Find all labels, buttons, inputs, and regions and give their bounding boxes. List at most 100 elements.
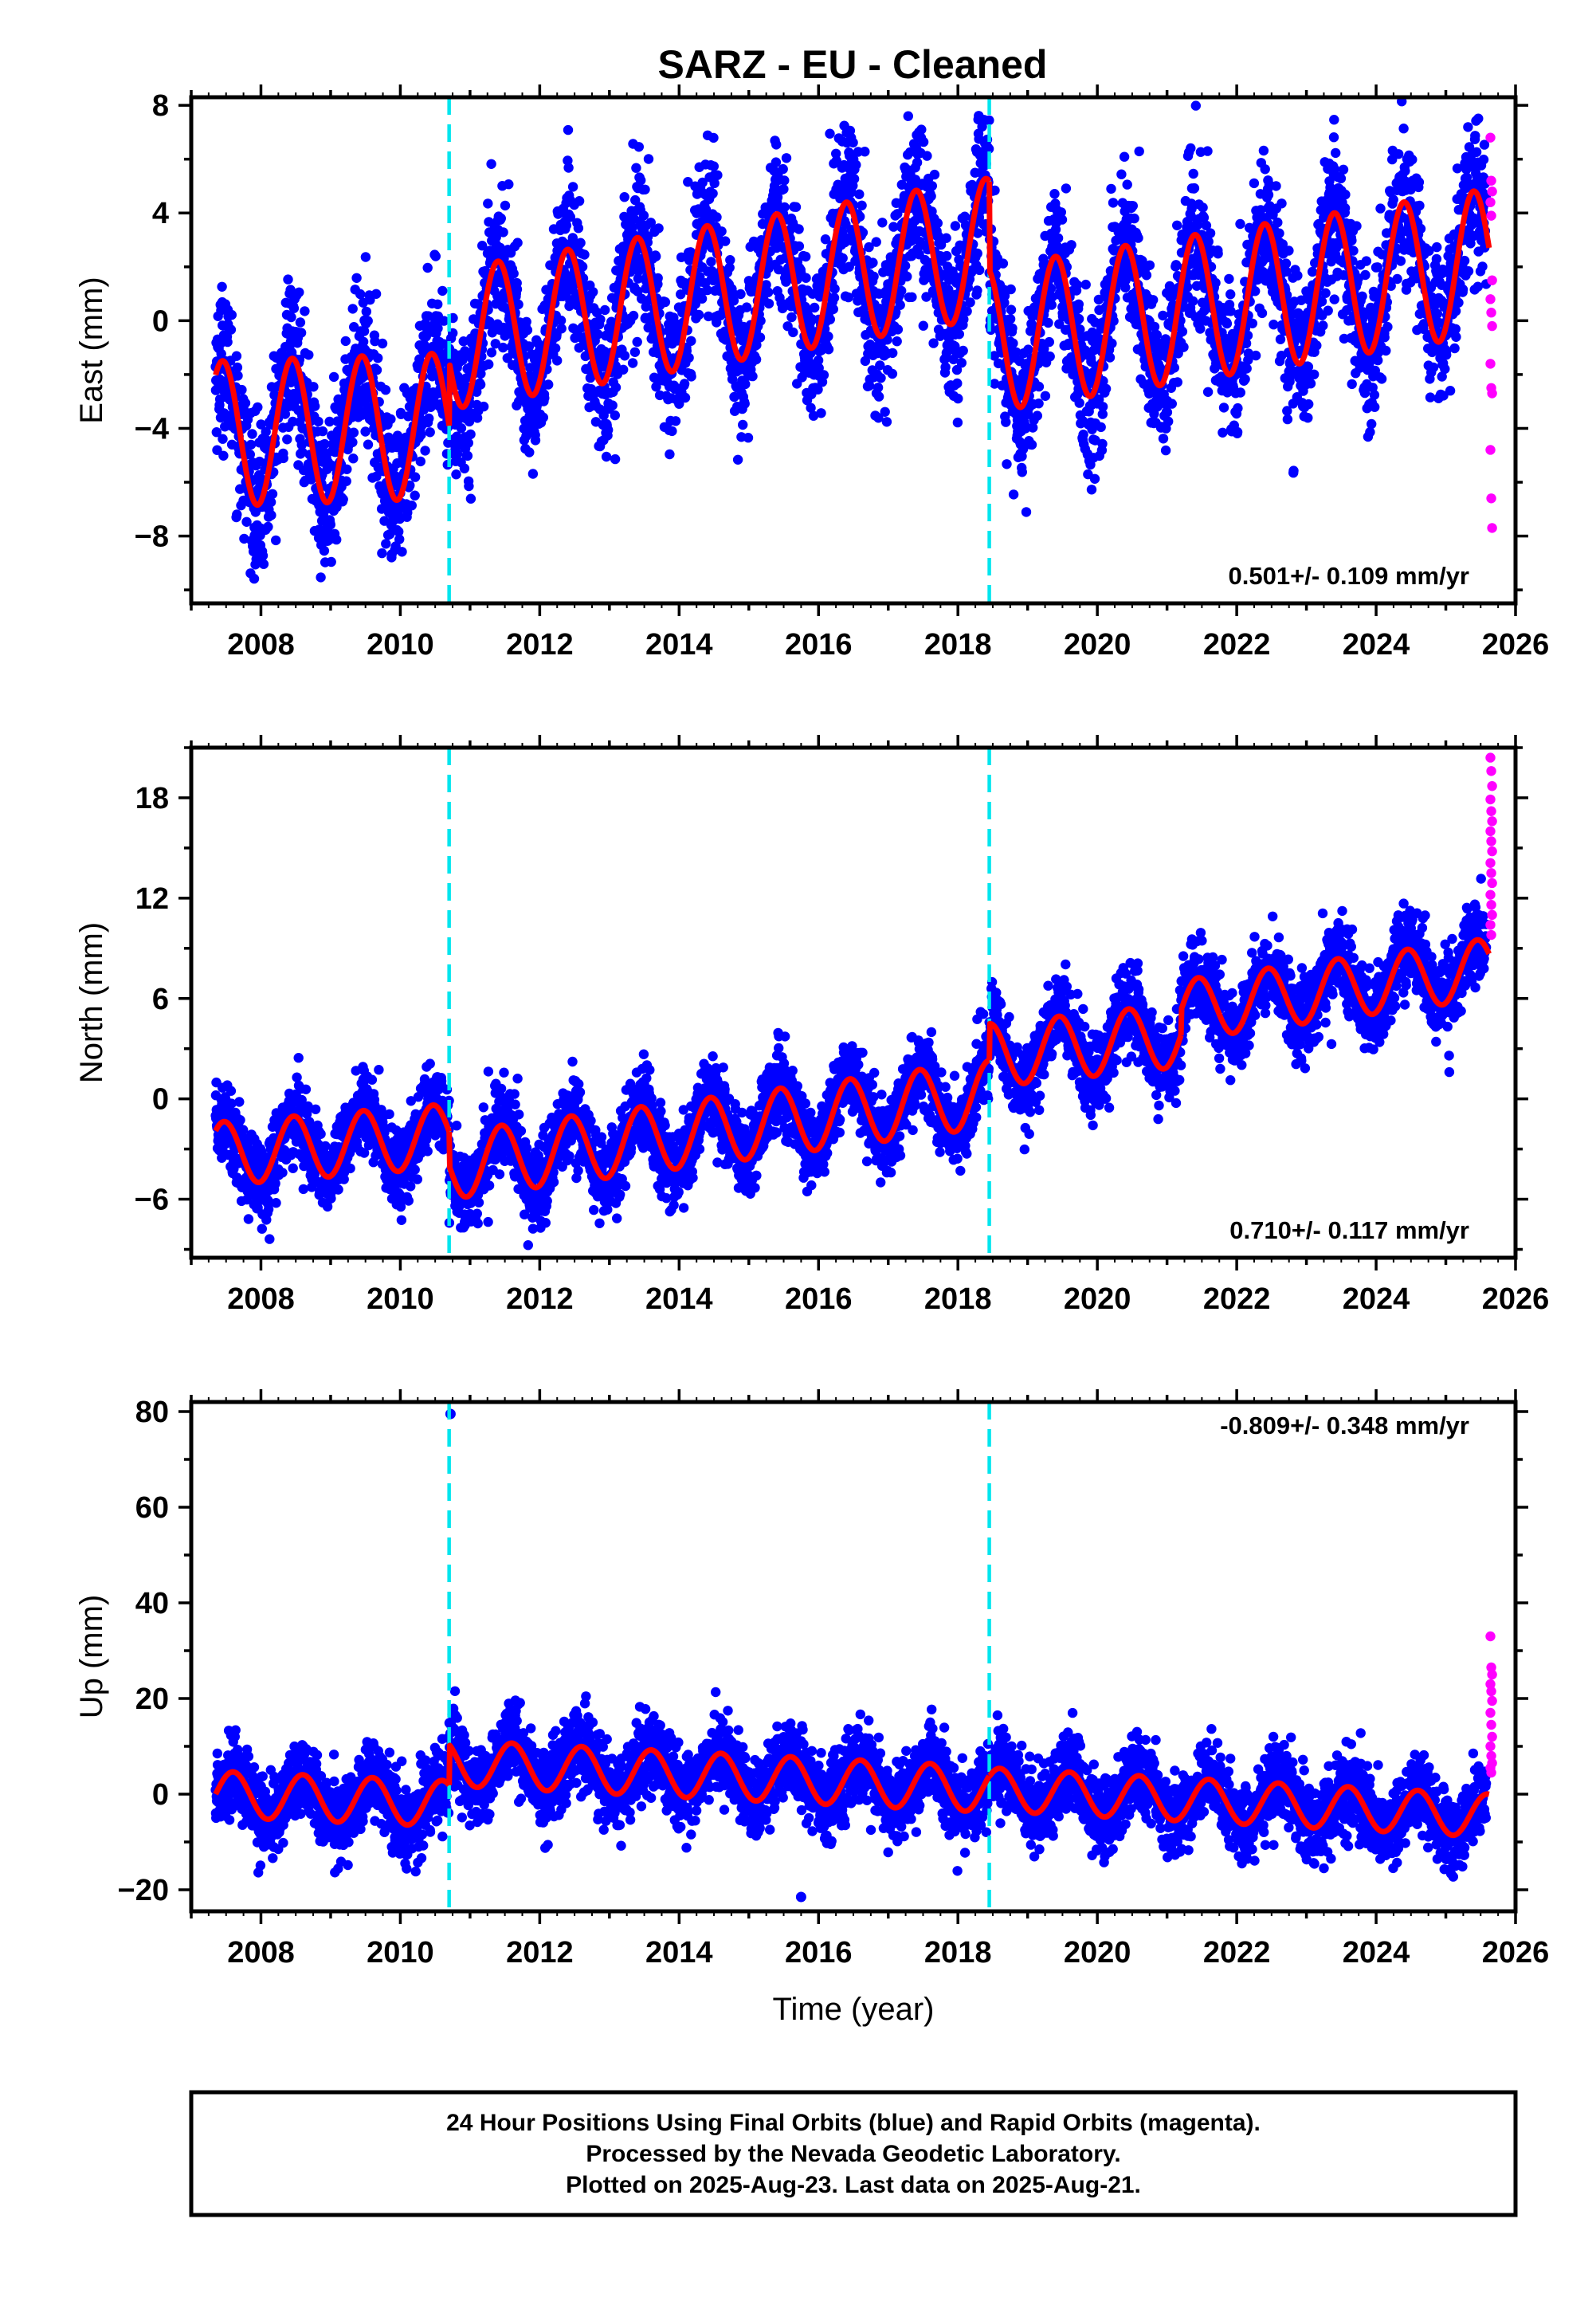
final-orbit-point xyxy=(1190,183,1199,193)
final-orbit-point xyxy=(1022,507,1031,516)
final-orbit-point xyxy=(1331,148,1340,158)
final-orbit-point xyxy=(513,300,523,309)
final-orbit-point xyxy=(504,179,513,189)
figure-title: SARZ - EU - Cleaned xyxy=(658,42,1048,87)
final-orbit-point xyxy=(1370,390,1379,399)
final-orbit-point xyxy=(874,391,884,401)
final-orbit-point xyxy=(1006,314,1015,324)
final-orbit-point xyxy=(310,401,320,410)
final-orbit-point xyxy=(377,548,386,558)
final-orbit-point xyxy=(509,269,519,278)
final-orbit-point xyxy=(1001,417,1010,426)
final-orbit-point xyxy=(551,344,560,353)
final-orbit-point xyxy=(1377,374,1386,383)
final-orbit-point xyxy=(1274,229,1284,238)
final-orbit-point xyxy=(348,304,358,313)
final-orbit-point xyxy=(825,129,834,139)
final-orbit-point xyxy=(361,252,371,261)
final-orbit-point xyxy=(882,417,892,426)
final-orbit-point xyxy=(241,399,250,408)
final-orbit-point xyxy=(1008,339,1018,348)
final-orbit-point xyxy=(972,285,982,295)
final-orbit-point xyxy=(342,465,351,474)
final-orbit-point xyxy=(271,536,280,545)
final-orbit-point xyxy=(247,429,257,438)
final-orbit-point xyxy=(300,306,309,316)
final-orbit-point xyxy=(725,255,735,265)
final-orbit-point xyxy=(1033,399,1043,408)
final-orbit-point xyxy=(927,181,937,190)
final-orbit-point xyxy=(779,202,789,212)
final-orbit-point xyxy=(926,191,935,201)
final-orbit-point xyxy=(620,192,629,202)
final-orbit-point xyxy=(712,171,722,180)
final-orbit-point xyxy=(824,344,833,354)
final-orbit-point xyxy=(602,452,611,461)
final-orbit-point xyxy=(680,379,689,388)
final-orbit-point xyxy=(888,369,897,379)
final-orbit-point xyxy=(716,226,726,236)
final-orbit-point xyxy=(258,551,268,560)
final-orbit-point xyxy=(557,324,567,333)
final-orbit-point xyxy=(378,339,387,348)
final-orbit-point xyxy=(394,534,404,544)
final-orbit-point xyxy=(1407,155,1417,164)
final-orbit-point xyxy=(603,425,613,434)
final-orbit-point xyxy=(779,175,789,185)
final-orbit-point xyxy=(1414,177,1424,187)
final-orbit-point xyxy=(1009,489,1018,499)
final-orbit-point xyxy=(1347,379,1357,389)
final-orbit-point xyxy=(588,287,598,296)
final-orbit-point xyxy=(1045,351,1055,361)
final-orbit-point xyxy=(740,379,750,389)
final-orbit-point xyxy=(747,371,757,381)
final-orbit-point xyxy=(1318,320,1327,330)
final-orbit-point xyxy=(1272,218,1282,227)
final-orbit-point xyxy=(849,174,859,183)
final-orbit-point xyxy=(543,379,553,389)
final-orbit-point xyxy=(684,353,693,363)
final-orbit-point xyxy=(1213,249,1222,258)
final-orbit-point xyxy=(919,321,928,331)
final-orbit-point xyxy=(880,407,890,417)
final-orbit-point xyxy=(1097,439,1107,449)
final-orbit-point xyxy=(1303,413,1312,422)
final-orbit-point xyxy=(1043,318,1053,328)
final-orbit-point xyxy=(819,370,829,379)
final-orbit-point xyxy=(720,236,730,245)
final-orbit-point xyxy=(283,274,292,284)
final-orbit-point xyxy=(331,535,341,544)
final-orbit-point xyxy=(919,137,928,147)
final-orbit-point xyxy=(1163,407,1172,417)
final-orbit-point xyxy=(1414,201,1424,210)
final-orbit-point xyxy=(630,348,640,357)
final-orbit-point xyxy=(498,227,508,237)
final-orbit-point xyxy=(697,294,707,304)
final-orbit-point xyxy=(801,273,810,283)
final-orbit-point xyxy=(1161,446,1171,455)
final-orbit-point xyxy=(1248,319,1257,328)
final-orbit-point xyxy=(362,307,371,316)
final-orbit-point xyxy=(259,560,269,569)
final-orbit-point xyxy=(296,328,306,337)
final-orbit-point xyxy=(902,272,912,281)
final-orbit-point xyxy=(771,139,781,149)
final-orbit-point xyxy=(1222,319,1232,328)
final-orbit-point xyxy=(1075,398,1084,407)
final-orbit-point xyxy=(313,417,323,426)
final-orbit-point xyxy=(1074,314,1084,324)
final-orbit-point xyxy=(1087,485,1096,494)
final-orbit-point xyxy=(644,154,653,163)
final-orbit-point xyxy=(1142,270,1151,280)
final-orbit-point xyxy=(1105,352,1115,362)
final-orbit-point xyxy=(218,434,227,444)
final-orbit-point xyxy=(500,201,510,210)
final-orbit-point xyxy=(1053,234,1063,243)
final-orbit-point xyxy=(1159,434,1168,443)
final-orbit-point xyxy=(552,355,562,365)
final-orbit-point xyxy=(484,359,493,369)
final-orbit-point xyxy=(1219,403,1229,412)
final-orbit-point xyxy=(930,170,939,179)
final-orbit-point xyxy=(888,348,897,358)
